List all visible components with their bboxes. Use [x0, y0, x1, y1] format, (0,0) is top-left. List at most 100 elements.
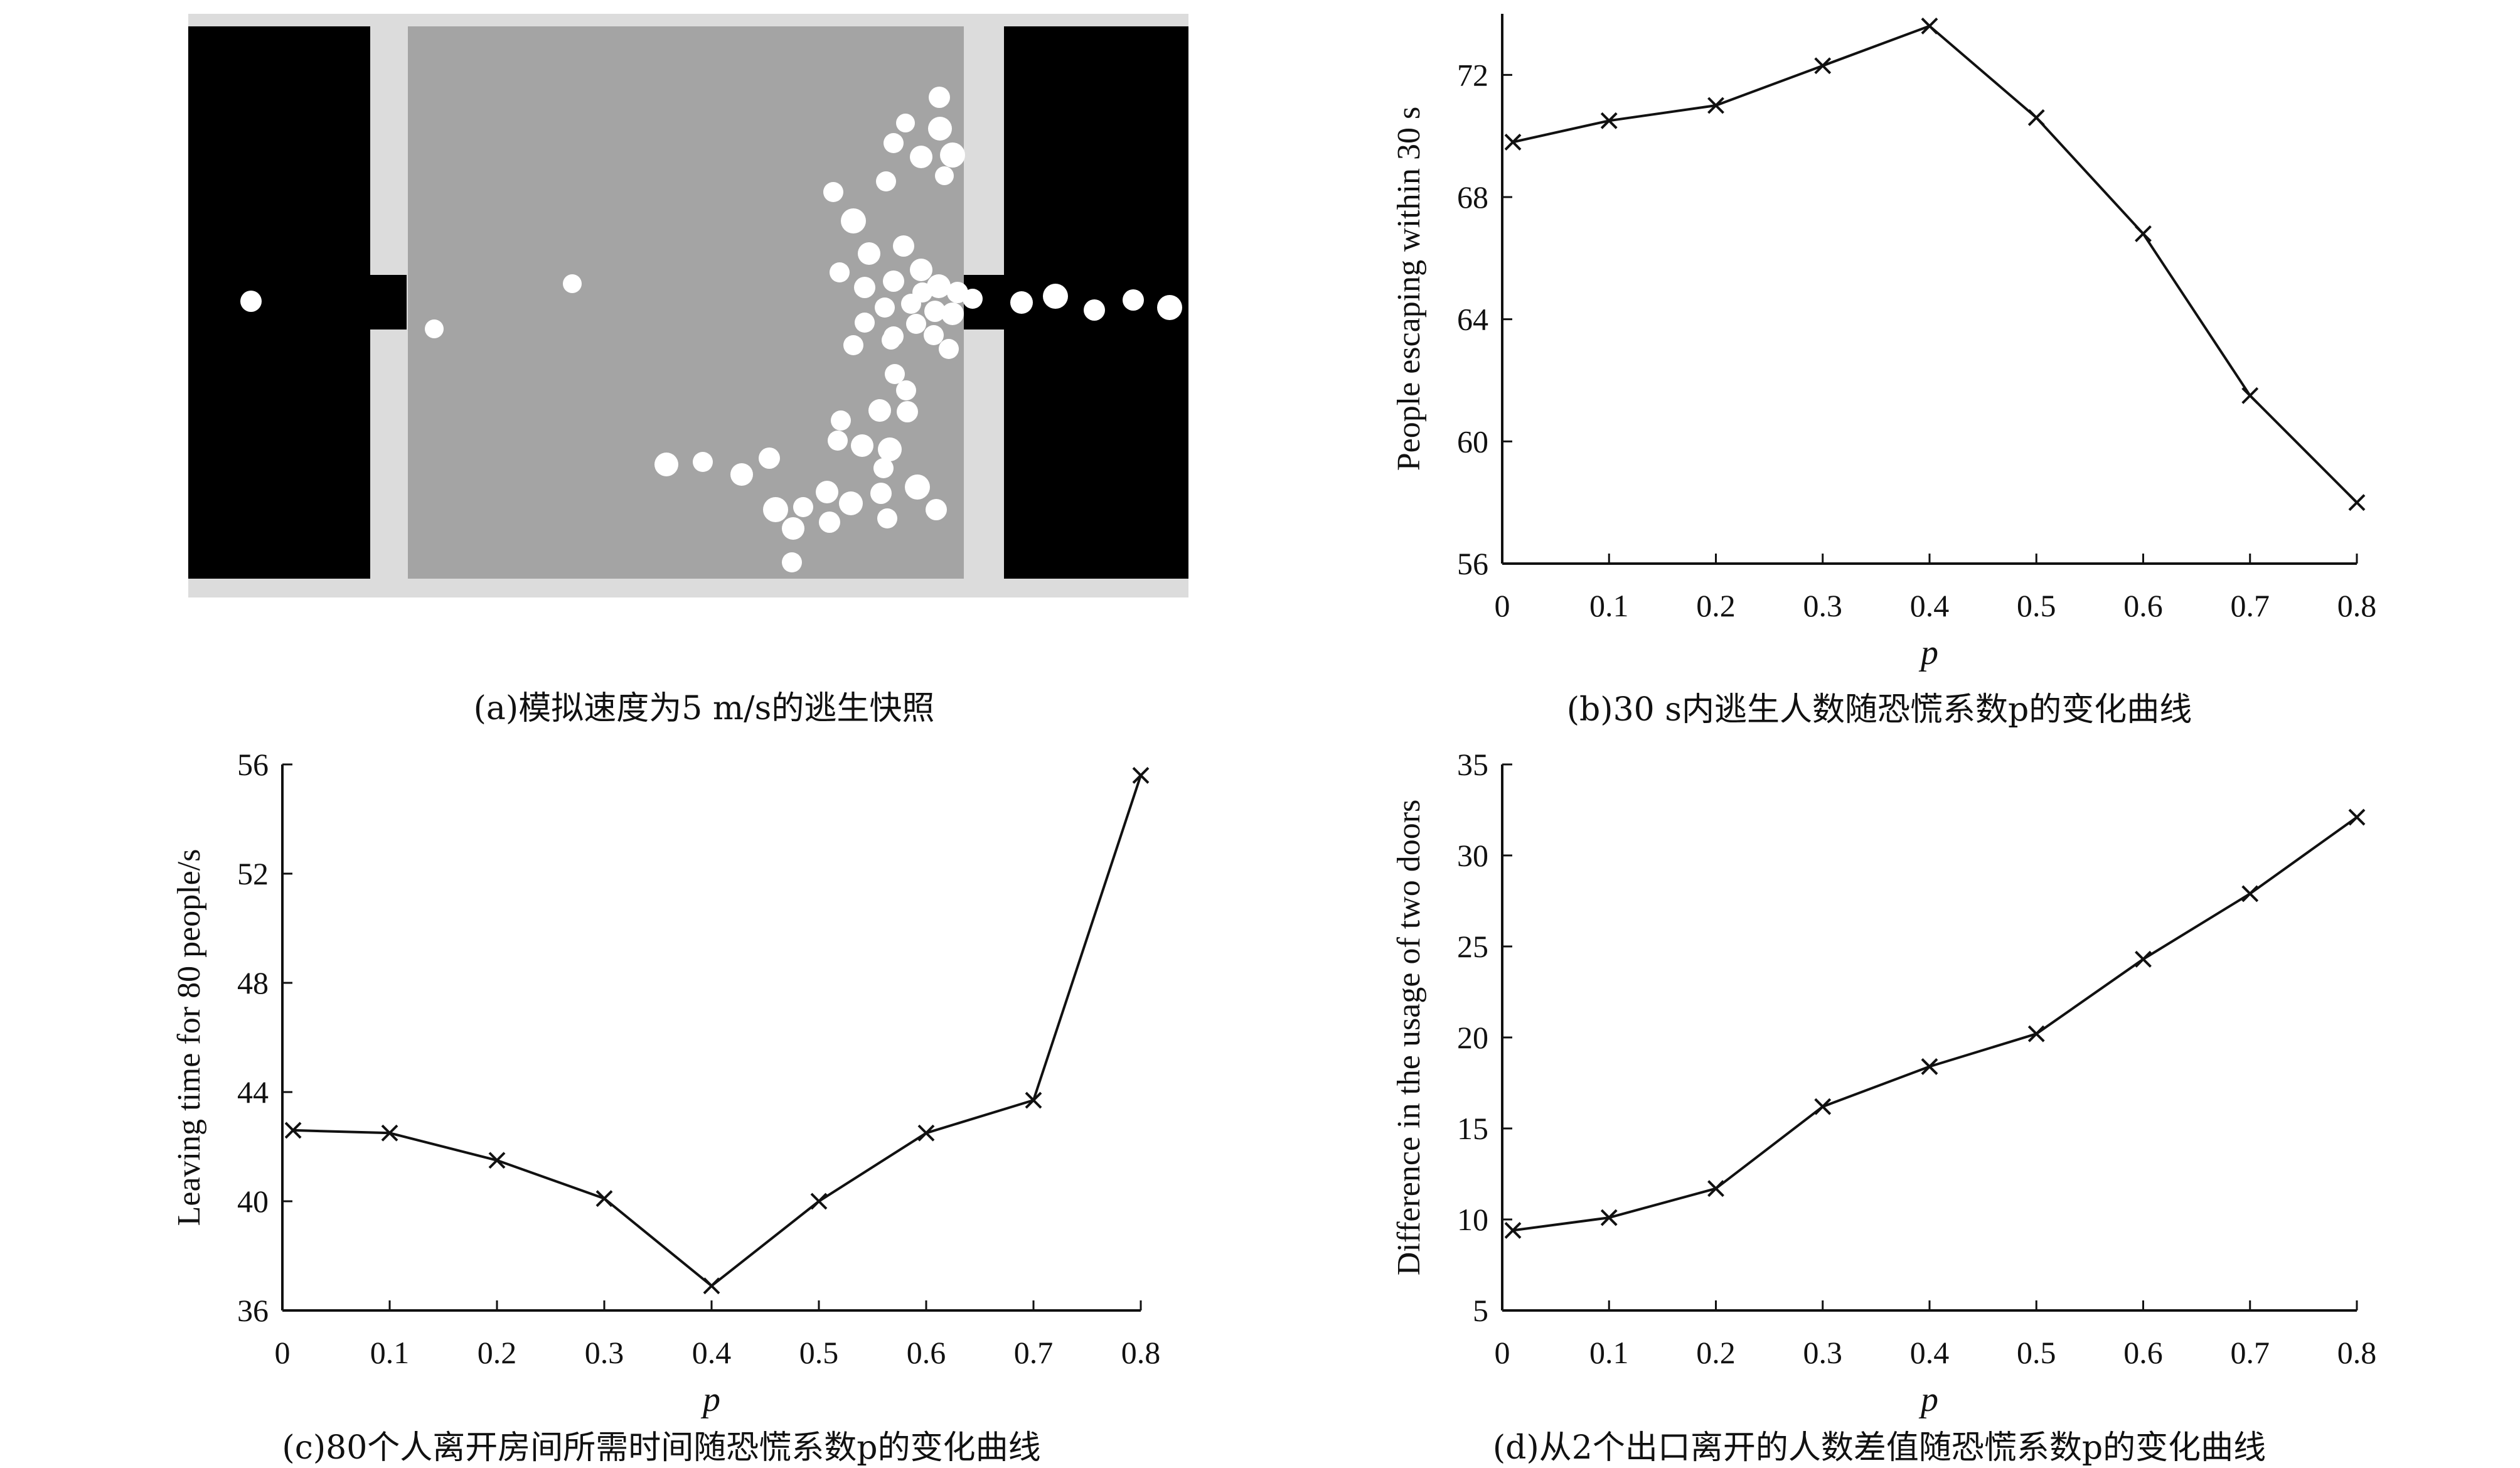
person-dot — [882, 331, 900, 350]
y-tick-label: 56 — [1457, 546, 1488, 581]
data-point-marker — [2027, 1025, 2045, 1042]
x-tick-label: 0.3 — [1803, 1335, 1843, 1370]
marker-stroke — [595, 1190, 613, 1208]
person-dot — [1010, 291, 1033, 314]
data-point-marker — [1707, 97, 1724, 114]
person-dot — [940, 142, 965, 168]
person-dot — [873, 458, 894, 478]
data-point-marker — [1600, 1209, 1618, 1226]
person-dot — [924, 325, 944, 345]
data-point-marker — [2135, 225, 2152, 242]
marker-stroke — [1025, 1091, 1042, 1109]
panel-d-chart: 0 0.1 0.2 0.3 0.4 0.5 0.6 0.7 0.8 5 10 15 20 25 30 35 p D… — [1391, 747, 2376, 1467]
left-exit-zone — [188, 26, 370, 579]
person-dot — [929, 87, 950, 108]
x-tick-label: 0 — [1495, 588, 1510, 623]
data-point-marker — [1814, 57, 1832, 75]
person-dot — [816, 481, 838, 503]
person-dot — [855, 313, 875, 333]
person-dot — [730, 463, 753, 486]
data-point-marker — [595, 1190, 613, 1208]
x-tick-label: 0 — [275, 1335, 291, 1370]
x-tick-label: 0.6 — [2123, 588, 2163, 623]
data-point-marker — [810, 1192, 828, 1210]
marker-stroke — [1600, 112, 1618, 129]
person-dot — [878, 437, 902, 461]
person-dot — [240, 291, 262, 312]
panel-caption: (b)30 s内逃生人数随恐慌系数p的变化曲线 — [1567, 691, 2192, 729]
x-tick-label: 0.5 — [2017, 588, 2056, 623]
data-point-marker — [2348, 494, 2366, 512]
x-tick-label: 0.7 — [1014, 1335, 1054, 1370]
y-tick-label: 48 — [237, 965, 269, 1000]
y-tick-label: 56 — [237, 747, 269, 782]
person-dot — [884, 133, 904, 153]
person-dot — [896, 380, 916, 400]
marker-stroke — [1707, 97, 1724, 114]
person-dot — [935, 166, 954, 185]
person-dot — [1043, 284, 1068, 309]
y-tick-label: 44 — [237, 1074, 269, 1110]
marker-stroke — [1814, 57, 1832, 75]
person-dot — [782, 517, 804, 540]
panel-caption: (d)从2个出口离开的人数差值随恐慌系数p的变化曲线 — [1493, 1429, 2266, 1467]
person-dot — [924, 301, 946, 322]
x-tick-label: 0.3 — [1803, 588, 1843, 623]
person-dot — [693, 452, 713, 472]
person-dot — [841, 208, 866, 233]
panel-caption: (c)80个人离开房间所需时间随恐慌系数p的变化曲线 — [282, 1429, 1040, 1467]
series-line — [293, 774, 1142, 1287]
data-point-marker — [1707, 1180, 1724, 1197]
person-dot — [654, 453, 678, 476]
marker-stroke — [2135, 950, 2152, 968]
person-dot — [782, 552, 802, 572]
data-point-marker — [2135, 950, 2152, 968]
person-dot — [885, 364, 905, 384]
x-tick-label: 0.4 — [692, 1335, 732, 1370]
person-dot — [763, 497, 788, 522]
data-point-marker — [284, 1122, 302, 1139]
marker-stroke — [284, 1122, 302, 1139]
person-dot — [759, 447, 780, 469]
y-tick-label: 25 — [1457, 929, 1488, 964]
person-dot — [870, 483, 892, 504]
person-dot — [910, 146, 932, 168]
marker-stroke — [1504, 1221, 1522, 1239]
person-dot — [928, 117, 952, 141]
marker-stroke — [703, 1277, 720, 1295]
person-dot — [819, 512, 840, 533]
person-dot — [830, 262, 850, 282]
panel-b-chart: 0 0.1 0.2 0.3 0.4 0.5 0.6 0.7 0.8 56 60 64 68 72 p Peop… — [1391, 14, 2376, 729]
x-axis-label: p — [1918, 633, 1938, 672]
y-tick-label: 30 — [1457, 838, 1488, 873]
x-tick-label: 0.8 — [2337, 1335, 2377, 1370]
marker-stroke — [2027, 1025, 2045, 1042]
person-dot — [1157, 295, 1182, 320]
y-tick-label: 36 — [237, 1293, 269, 1328]
x-tick-label: 0.5 — [2017, 1335, 2056, 1370]
person-dot — [926, 499, 947, 520]
marker-stroke — [1504, 133, 1522, 151]
data-point-marker — [1504, 1221, 1522, 1239]
y-tick-label: 64 — [1457, 302, 1488, 337]
left-door — [370, 275, 407, 329]
person-dot — [828, 431, 848, 451]
y-tick-label: 52 — [237, 856, 269, 891]
data-point-marker — [1504, 133, 1522, 151]
person-dot — [854, 277, 875, 298]
marker-stroke — [2027, 109, 2045, 126]
x-tick-label: 0.8 — [2337, 588, 2377, 623]
x-tick-label: 0.2 — [478, 1335, 517, 1370]
person-dot — [927, 274, 951, 298]
series-line — [1512, 24, 2358, 504]
x-axis-label: p — [700, 1380, 720, 1419]
x-tick-label: 0.4 — [1910, 588, 1950, 623]
data-point-marker — [917, 1124, 935, 1142]
y-axis-label: People escaping within 30 s — [1391, 107, 1427, 471]
person-dot — [901, 294, 921, 314]
person-dot — [939, 339, 959, 359]
x-tick-label: 0.6 — [907, 1335, 946, 1370]
data-point-marker — [703, 1277, 720, 1295]
x-tick-label: 0.3 — [585, 1335, 624, 1370]
